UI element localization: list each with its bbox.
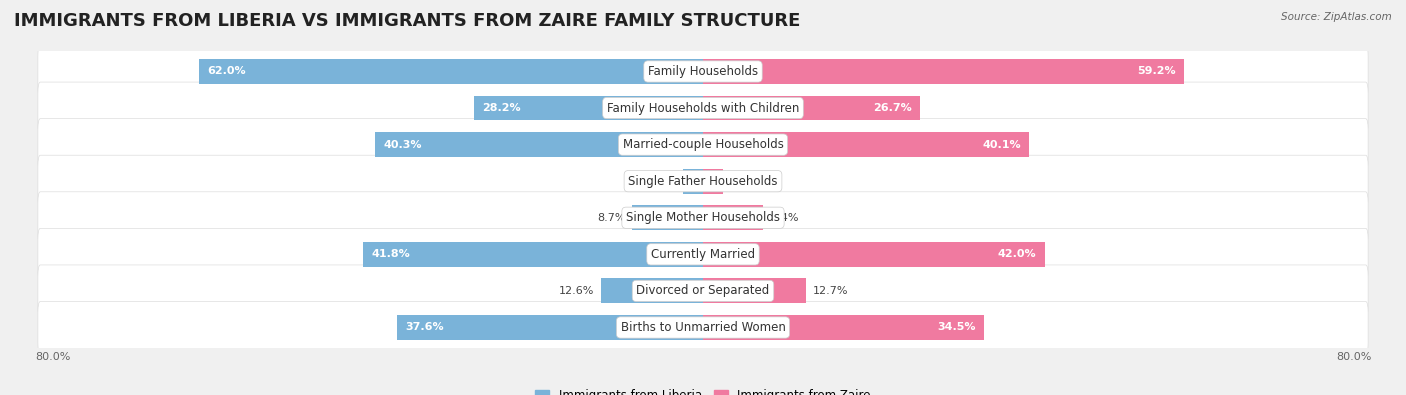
Text: 37.6%: 37.6% (405, 322, 444, 333)
Bar (703, 132, 1029, 157)
Bar (363, 242, 703, 267)
FancyBboxPatch shape (38, 82, 1368, 134)
Bar (683, 169, 703, 194)
Bar (703, 205, 763, 230)
FancyBboxPatch shape (38, 265, 1368, 317)
Text: Births to Unmarried Women: Births to Unmarried Women (620, 321, 786, 334)
Text: 8.7%: 8.7% (598, 213, 626, 223)
Text: Family Households with Children: Family Households with Children (607, 102, 799, 115)
Bar (703, 278, 806, 303)
Bar (703, 315, 984, 340)
Bar (375, 132, 703, 157)
Text: 34.5%: 34.5% (936, 322, 976, 333)
Text: 26.7%: 26.7% (873, 103, 912, 113)
Bar (703, 242, 1045, 267)
FancyBboxPatch shape (38, 118, 1368, 171)
Text: Divorced or Separated: Divorced or Separated (637, 284, 769, 297)
Text: Single Father Households: Single Father Households (628, 175, 778, 188)
FancyBboxPatch shape (38, 192, 1368, 244)
Text: 28.2%: 28.2% (482, 103, 520, 113)
Bar (474, 96, 703, 120)
Text: 12.7%: 12.7% (813, 286, 848, 296)
Text: Married-couple Households: Married-couple Households (623, 138, 783, 151)
Text: 62.0%: 62.0% (207, 66, 246, 77)
Bar (703, 169, 723, 194)
Text: Currently Married: Currently Married (651, 248, 755, 261)
Bar (633, 205, 703, 230)
Text: Source: ZipAtlas.com: Source: ZipAtlas.com (1281, 12, 1392, 22)
FancyBboxPatch shape (38, 228, 1368, 280)
Text: 12.6%: 12.6% (558, 286, 595, 296)
Bar (703, 96, 920, 120)
Text: Single Mother Households: Single Mother Households (626, 211, 780, 224)
FancyBboxPatch shape (38, 301, 1368, 354)
FancyBboxPatch shape (38, 45, 1368, 98)
Bar (398, 315, 703, 340)
Text: 59.2%: 59.2% (1137, 66, 1177, 77)
Text: IMMIGRANTS FROM LIBERIA VS IMMIGRANTS FROM ZAIRE FAMILY STRUCTURE: IMMIGRANTS FROM LIBERIA VS IMMIGRANTS FR… (14, 12, 800, 30)
Text: 42.0%: 42.0% (998, 249, 1036, 260)
Bar (703, 59, 1184, 84)
Text: 7.4%: 7.4% (769, 213, 799, 223)
Text: 2.5%: 2.5% (648, 176, 676, 186)
Bar (600, 278, 703, 303)
Bar (198, 59, 703, 84)
FancyBboxPatch shape (38, 155, 1368, 207)
Legend: Immigrants from Liberia, Immigrants from Zaire: Immigrants from Liberia, Immigrants from… (530, 384, 876, 395)
Text: Family Households: Family Households (648, 65, 758, 78)
Text: 41.8%: 41.8% (371, 249, 411, 260)
Text: 2.4%: 2.4% (730, 176, 758, 186)
Text: 40.3%: 40.3% (384, 139, 422, 150)
Text: 40.1%: 40.1% (983, 139, 1021, 150)
